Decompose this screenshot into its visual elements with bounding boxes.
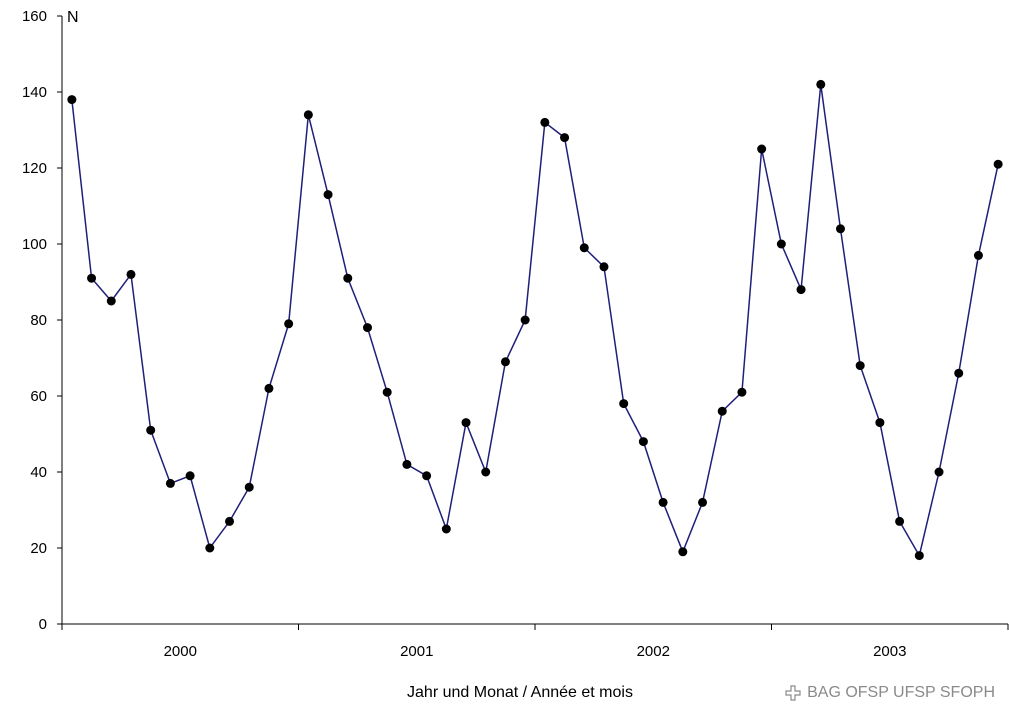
data-point-2000-04: [126, 269, 136, 279]
data-point-2003-07: [895, 516, 905, 526]
data-point-2002-01: [540, 117, 550, 127]
data-point-2000-07: [185, 471, 195, 481]
data-point-2003-05: [855, 361, 865, 371]
data-point-2003-09: [934, 467, 944, 477]
data-point-2000-03: [106, 296, 116, 306]
data-point-2002-06: [638, 437, 648, 447]
data-point-2002-03: [579, 243, 589, 253]
data-point-2002-04: [599, 262, 609, 272]
data-point-2001-07: [422, 471, 432, 481]
data-point-2001-01: [303, 110, 313, 120]
x-tick-label-2001: 2001: [400, 643, 433, 660]
data-point-2003-01: [776, 239, 786, 249]
x-tick-label-2003: 2003: [873, 643, 906, 660]
data-point-2003-03: [816, 79, 826, 89]
data-point-2000-08: [205, 543, 215, 553]
data-point-2002-08: [678, 547, 688, 557]
data-point-2003-10: [954, 368, 964, 378]
y-tick-label-100: 100: [22, 236, 47, 253]
data-point-2001-11: [500, 357, 510, 367]
data-point-2001-02: [323, 190, 333, 200]
data-point-2003-12: [993, 159, 1003, 169]
data-point-2002-12: [757, 144, 767, 154]
y-tick-label-80: 80: [30, 312, 47, 329]
credit-text: BAG OFSP UFSP SFOPH: [807, 684, 995, 701]
data-point-2002-07: [658, 497, 668, 507]
y-axis-title: N: [67, 9, 79, 26]
data-point-2002-10: [717, 406, 727, 416]
data-point-2001-05: [382, 387, 392, 397]
data-point-2002-09: [698, 497, 708, 507]
y-tick-label-120: 120: [22, 160, 47, 177]
y-tick-label-20: 20: [30, 540, 47, 557]
data-point-2001-03: [343, 273, 353, 283]
data-point-2003-06: [875, 418, 885, 428]
data-point-2002-11: [737, 387, 747, 397]
swiss-cross-icon: [785, 685, 801, 701]
data-point-2000-12: [284, 319, 294, 329]
data-point-2001-10: [481, 467, 491, 477]
data-point-2001-04: [362, 323, 372, 333]
x-axis-title: Jahr und Monat / Année et mois: [407, 684, 633, 701]
x-axis-ticks: 2000 2001 2002 2003: [61, 624, 1009, 660]
data-point-2003-08: [914, 551, 924, 561]
data-point-2001-08: [441, 524, 451, 534]
data-point-2000-02: [87, 273, 97, 283]
data-point-2001-09: [461, 418, 471, 428]
y-tick-label-140: 140: [22, 84, 47, 101]
data-points: [67, 79, 1003, 561]
y-tick-label-60: 60: [30, 388, 47, 405]
y-axis-ticks: 0 20 40 60 80 100 120 140 160: [22, 8, 62, 633]
x-tick-label-2000: 2000: [164, 643, 197, 660]
data-point-2000-06: [165, 478, 175, 488]
data-point-2000-10: [244, 482, 254, 492]
data-point-2001-06: [402, 459, 412, 469]
x-tick-label-2002: 2002: [637, 643, 670, 660]
data-point-2000-05: [146, 425, 156, 435]
data-point-2000-11: [264, 383, 274, 393]
data-point-2002-02: [560, 133, 570, 143]
y-tick-label-0: 0: [39, 616, 47, 633]
data-point-2003-11: [973, 250, 983, 260]
credit: BAG OFSP UFSP SFOPH: [785, 682, 995, 704]
data-point-2000-01: [67, 95, 77, 105]
y-tick-label-160: 160: [22, 8, 47, 25]
data-point-2001-12: [520, 315, 530, 325]
series-line: [71, 84, 999, 558]
y-tick-label-40: 40: [30, 464, 47, 481]
data-point-2003-04: [835, 224, 845, 234]
data-point-2000-09: [225, 516, 235, 526]
data-point-2002-05: [619, 399, 629, 409]
data-point-2003-02: [796, 285, 806, 295]
